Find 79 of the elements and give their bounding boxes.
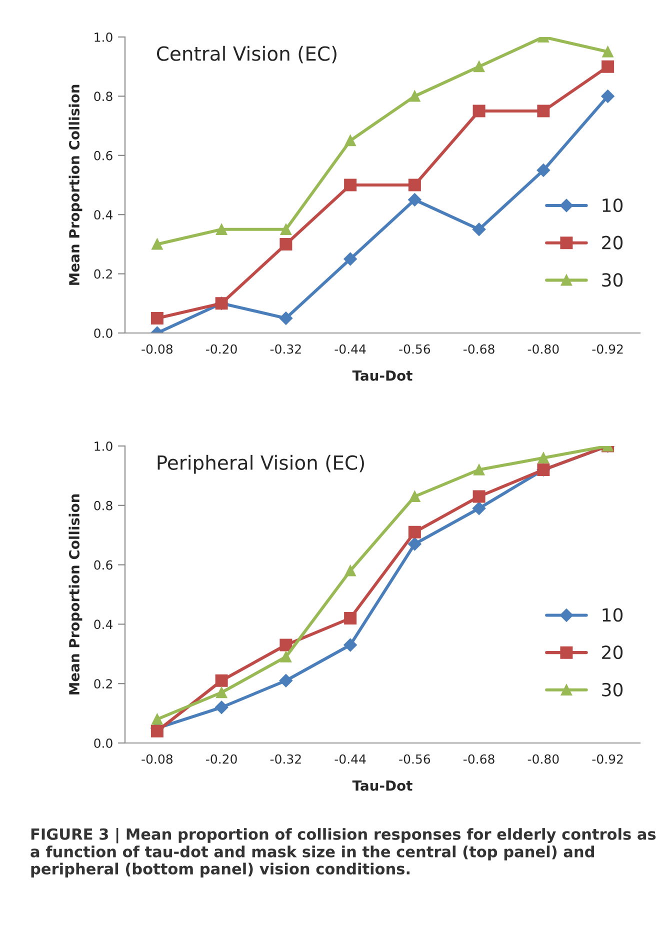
x-tick-label: -0.92	[592, 344, 623, 354]
y-tick-label: 0.4	[94, 210, 112, 220]
y-tick-label: 0.8	[94, 92, 112, 102]
x-axis-title: Tau-Dot	[352, 370, 412, 381]
chart-title: Central Vision (EC)	[156, 46, 336, 64]
y-tick-label: 0.2	[94, 679, 112, 689]
x-tick-label: -0.80	[528, 754, 559, 764]
point	[472, 104, 486, 118]
x-tick-label: -0.68	[464, 344, 494, 354]
point	[474, 61, 485, 72]
y-tick-label: 0.0	[94, 328, 112, 338]
point	[602, 60, 614, 73]
legend-label: 10	[602, 608, 623, 622]
y-axis-title: Mean Proportion Collision	[68, 84, 82, 285]
x-tick-label: -0.32	[270, 344, 301, 354]
point	[344, 178, 357, 192]
legend-label: 30	[602, 273, 623, 287]
point	[344, 252, 357, 266]
point	[344, 612, 357, 625]
point	[216, 224, 228, 235]
point	[472, 502, 486, 515]
x-tick-label: -0.20	[206, 754, 237, 764]
x-tick-label: -0.08	[142, 344, 173, 354]
legend-label: 10	[602, 198, 623, 212]
point	[280, 224, 292, 235]
y-tick-label: 1.0	[94, 441, 112, 451]
point	[280, 651, 292, 662]
x-tick-label: -0.44	[334, 754, 366, 764]
point	[472, 222, 486, 236]
y-tick-label: 0.2	[94, 269, 112, 279]
point	[152, 238, 163, 250]
point	[344, 638, 357, 652]
x-tick-label: -0.08	[142, 754, 173, 764]
point	[408, 193, 422, 206]
point	[536, 164, 550, 177]
point	[409, 90, 420, 102]
point	[280, 638, 292, 652]
point	[279, 674, 293, 688]
point	[538, 452, 549, 464]
point	[602, 46, 614, 58]
x-tick-label: -0.92	[592, 754, 623, 764]
y-tick-label: 0.6	[94, 150, 112, 160]
point	[150, 724, 164, 738]
point	[214, 700, 228, 714]
y-axis-title: Mean Proportion Collision	[68, 494, 82, 694]
point	[537, 104, 550, 118]
chart-title: Peripheral Vision (EC)	[158, 454, 364, 474]
point	[408, 526, 421, 538]
point	[216, 686, 228, 698]
legend-label: 30	[602, 682, 623, 696]
y-tick-label: 1.0	[94, 32, 112, 42]
point	[150, 312, 164, 324]
point	[472, 490, 486, 503]
point	[215, 674, 228, 687]
y-tick-label: 0.4	[94, 620, 112, 630]
x-tick-label: -0.44	[334, 344, 366, 354]
point	[280, 238, 292, 250]
caption: FIGURE 3 | Mean proportion of collision responses for elderly controls as a function of tau-dot and mask size in the central (top panel) and peripheral (bottom panel) vision conditions.	[30, 828, 656, 878]
x-tick-label: -0.68	[464, 754, 494, 764]
y-tick-label: 0.6	[94, 560, 112, 570]
legend-label: 20	[602, 645, 623, 660]
point	[601, 90, 614, 103]
point	[474, 464, 485, 476]
point	[408, 178, 421, 192]
x-tick-label: -0.56	[399, 754, 430, 764]
point	[344, 565, 356, 576]
point	[408, 537, 422, 551]
x-tick-label: -0.20	[206, 344, 237, 354]
point	[152, 714, 163, 725]
point	[344, 135, 356, 146]
y-tick-label: 0.8	[94, 500, 112, 510]
point	[409, 490, 420, 502]
x-axis-title: Tau-Dot	[352, 780, 412, 791]
y-tick-label: 0.0	[94, 738, 112, 748]
point	[279, 312, 293, 325]
x-tick-label: -0.32	[270, 754, 301, 764]
x-tick-label: -0.56	[399, 344, 430, 354]
x-tick-label: -0.80	[528, 344, 559, 354]
legend-label: 20	[602, 236, 623, 250]
